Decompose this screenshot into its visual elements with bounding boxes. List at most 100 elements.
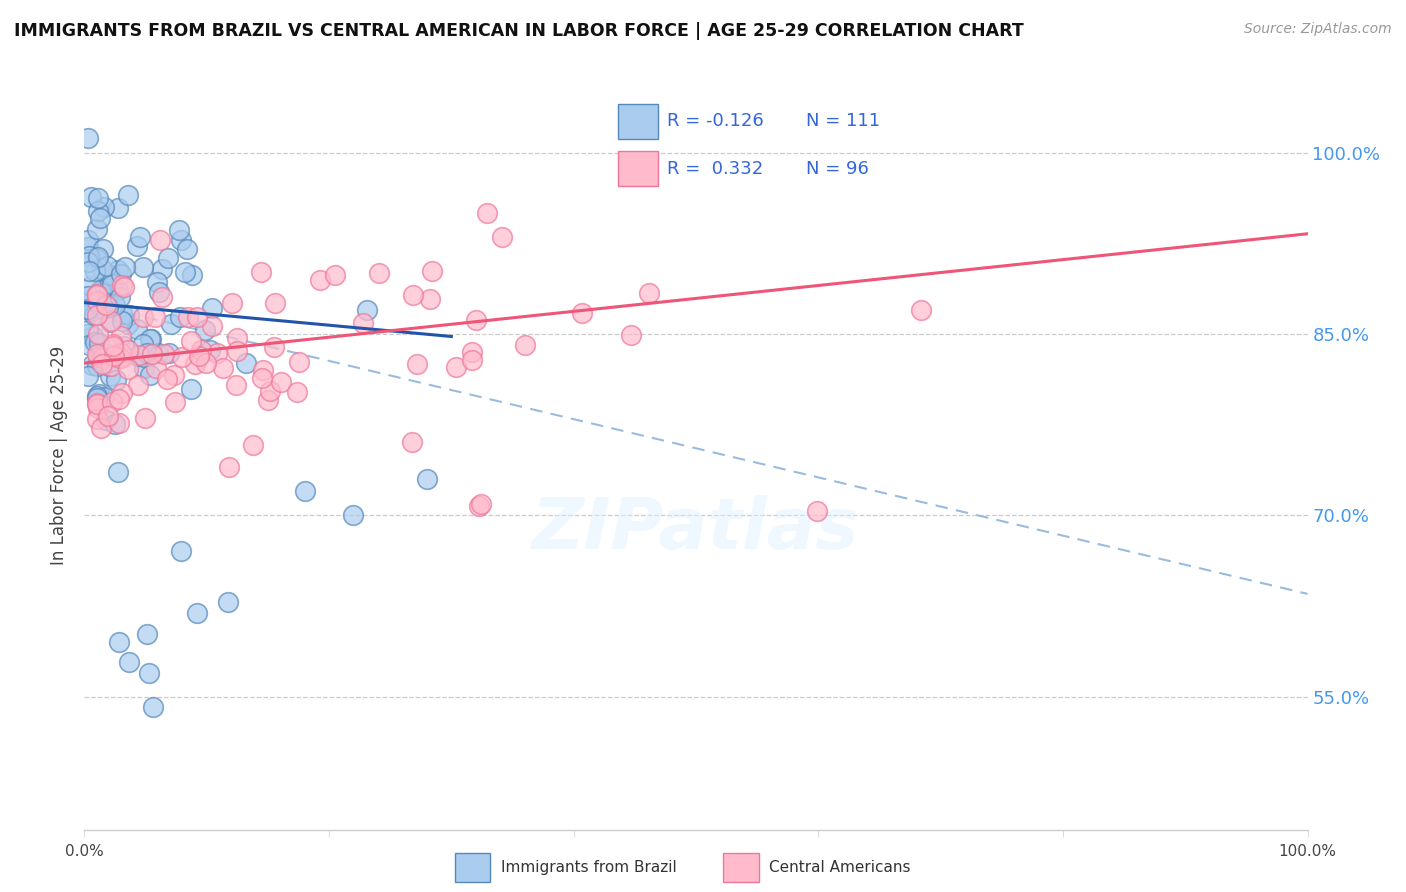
Point: [87, 353, 110, 368]
Point: [77, 131, 100, 145]
Point: [138, 666, 160, 681]
Point: [342, 508, 364, 523]
Point: [132, 310, 155, 324]
Point: [181, 268, 204, 282]
Text: N = 111: N = 111: [807, 112, 880, 130]
Point: [98, 268, 121, 282]
Point: [156, 372, 179, 386]
Point: [620, 327, 643, 342]
Point: [263, 340, 285, 354]
FancyBboxPatch shape: [723, 854, 759, 881]
Point: [98, 359, 121, 373]
Point: [173, 265, 195, 279]
Point: [83, 308, 105, 322]
Point: [108, 392, 131, 406]
Point: [108, 290, 131, 304]
Point: [90, 301, 112, 315]
Point: [111, 278, 134, 293]
Point: [195, 356, 218, 370]
Point: [91, 351, 114, 366]
Point: [86, 391, 108, 405]
Point: [132, 350, 155, 364]
Point: [127, 322, 149, 336]
Point: [114, 260, 136, 274]
Point: [167, 223, 190, 237]
Point: [156, 252, 179, 266]
Point: [263, 296, 285, 310]
Point: [86, 294, 108, 309]
Point: [94, 297, 117, 311]
Point: [86, 222, 108, 236]
Point: [86, 389, 108, 403]
Point: [352, 317, 374, 331]
Point: [571, 305, 593, 319]
Point: [82, 358, 104, 372]
Point: [110, 346, 132, 360]
Point: [86, 396, 108, 410]
Text: Source: ZipAtlas.com: Source: ZipAtlas.com: [1244, 22, 1392, 37]
Point: [170, 233, 193, 247]
Point: [108, 351, 131, 366]
Point: [77, 289, 100, 303]
Point: [470, 497, 492, 511]
Point: [464, 313, 486, 327]
Point: [83, 334, 105, 349]
Point: [294, 484, 316, 499]
Point: [98, 315, 121, 329]
Text: Central Americans: Central Americans: [769, 860, 910, 875]
Point: [145, 310, 167, 324]
Point: [89, 284, 111, 298]
Text: N = 96: N = 96: [807, 160, 869, 178]
Point: [103, 349, 125, 363]
Point: [110, 329, 132, 343]
Point: [136, 627, 159, 641]
Point: [77, 302, 100, 317]
Point: [141, 346, 163, 360]
Point: [285, 384, 308, 399]
Point: [101, 395, 124, 409]
Point: [257, 393, 280, 408]
Point: [97, 409, 120, 423]
Point: [86, 412, 108, 426]
Point: [101, 277, 124, 291]
Point: [177, 310, 200, 324]
Point: [420, 264, 443, 278]
Point: [77, 322, 100, 336]
Point: [101, 336, 124, 351]
Point: [77, 233, 100, 247]
Point: [89, 285, 111, 300]
Point: [93, 390, 115, 404]
Point: [132, 260, 155, 275]
Point: [150, 290, 173, 304]
Y-axis label: In Labor Force | Age 25-29: In Labor Force | Age 25-29: [51, 345, 69, 565]
Point: [461, 344, 484, 359]
Point: [259, 384, 281, 398]
Point: [212, 361, 235, 376]
Point: [235, 356, 257, 370]
Point: [180, 382, 202, 396]
Point: [107, 465, 129, 479]
Point: [128, 347, 150, 361]
Point: [127, 378, 149, 392]
Point: [118, 655, 141, 669]
Point: [157, 346, 180, 360]
Point: [90, 421, 112, 435]
Point: [117, 188, 139, 202]
Point: [98, 368, 121, 383]
Point: [77, 255, 100, 269]
Point: [406, 357, 429, 371]
Point: [82, 328, 104, 343]
Point: [176, 242, 198, 256]
Point: [180, 334, 202, 349]
Point: [165, 394, 187, 409]
Point: [225, 343, 247, 358]
Point: [252, 363, 274, 377]
Text: ZIPatlas: ZIPatlas: [533, 495, 859, 565]
Point: [134, 410, 156, 425]
Point: [368, 266, 391, 280]
Text: R =  0.332: R = 0.332: [668, 160, 763, 178]
Point: [89, 387, 111, 401]
Point: [77, 369, 100, 384]
Point: [86, 359, 108, 374]
Point: [111, 314, 134, 328]
